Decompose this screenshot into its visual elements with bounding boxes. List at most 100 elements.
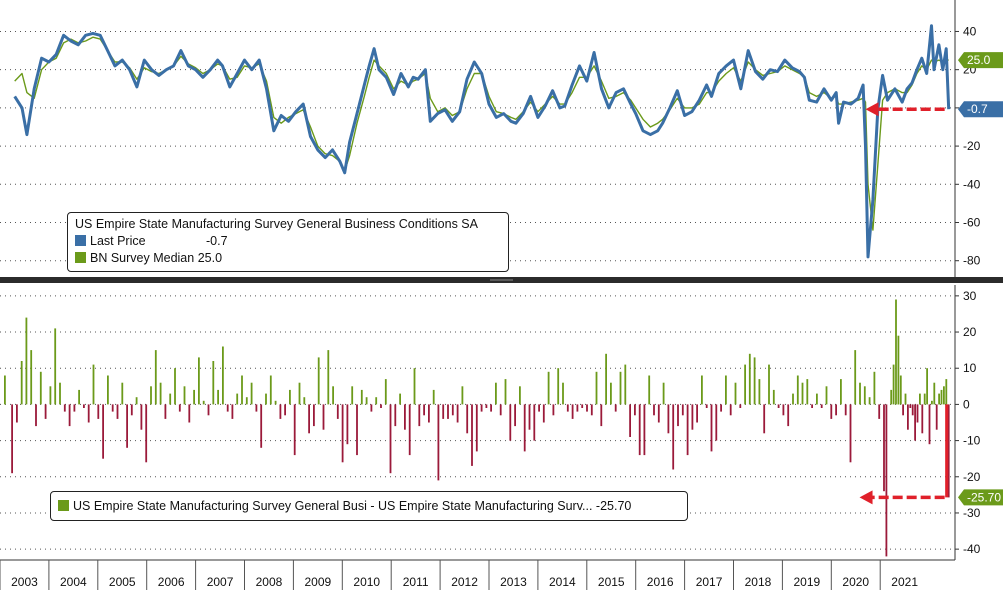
difference-bar <box>519 386 521 405</box>
difference-bar <box>260 404 263 448</box>
difference-bar <box>365 397 368 405</box>
legend-row-last-price: Last Price <box>75 234 146 248</box>
difference-bar <box>16 404 18 423</box>
top-panel-series <box>13 24 951 259</box>
difference-bar <box>20 361 23 405</box>
difference-bar <box>140 404 143 430</box>
difference-bar <box>629 404 631 437</box>
difference-bar <box>705 404 708 408</box>
difference-bar <box>35 404 37 427</box>
difference-bar <box>667 404 670 434</box>
x-tick-label: 2006 <box>158 575 185 589</box>
difference-bar <box>863 386 866 405</box>
x-tick-label: 2015 <box>598 575 625 589</box>
difference-bar <box>456 404 459 423</box>
legend-row-difference: US Empire State Manufacturing Survey Gen… <box>58 499 631 513</box>
difference-bar <box>116 404 119 419</box>
difference-bar <box>226 404 229 412</box>
difference-bar <box>566 404 569 412</box>
annotation-arrows <box>859 102 949 505</box>
x-tick-label: 2005 <box>109 575 136 589</box>
difference-bar <box>715 404 718 441</box>
difference-bar <box>777 404 780 408</box>
x-tick-label: 2021 <box>891 575 918 589</box>
difference-bar <box>806 379 809 405</box>
difference-bar <box>923 393 926 405</box>
difference-bar <box>933 382 936 405</box>
difference-bar <box>657 404 660 423</box>
difference-bar <box>327 350 330 405</box>
difference-bar <box>914 404 916 441</box>
difference-bar <box>614 404 617 412</box>
difference-bar <box>624 364 627 405</box>
difference-bar <box>222 346 224 405</box>
difference-bar <box>514 404 516 427</box>
difference-bar <box>547 371 550 405</box>
difference-bar <box>835 404 837 416</box>
difference-bar <box>899 375 902 405</box>
x-tick-label: 2004 <box>60 575 87 589</box>
difference-bar <box>313 404 315 427</box>
difference-bar <box>662 382 665 405</box>
difference-bar <box>590 404 593 416</box>
difference-bar <box>44 404 47 419</box>
difference-bar <box>159 382 162 405</box>
difference-bar <box>557 368 560 405</box>
difference-bar <box>274 400 277 405</box>
bottom-tick-label: -10 <box>963 434 981 448</box>
difference-bar <box>341 404 344 463</box>
difference-bar <box>480 404 483 412</box>
legend-value-last-price: -0.7 <box>206 234 228 248</box>
difference-bar <box>73 404 76 412</box>
difference-bar <box>298 382 301 405</box>
bottom-panel-grid <box>0 295 955 550</box>
difference-bar <box>404 404 406 430</box>
difference-bar <box>538 404 540 412</box>
difference-bar <box>792 393 794 405</box>
difference-bar <box>916 404 919 423</box>
difference-bar <box>926 368 928 405</box>
difference-bar <box>183 386 186 405</box>
difference-bar <box>883 404 885 492</box>
difference-bar <box>485 404 488 408</box>
difference-bar <box>504 379 507 405</box>
difference-bar <box>293 404 296 456</box>
difference-bar <box>811 404 813 408</box>
difference-bar <box>638 404 641 456</box>
difference-bar <box>25 317 28 405</box>
difference-bar <box>935 404 938 430</box>
x-tick-label: 2011 <box>403 575 429 589</box>
difference-bar <box>943 386 945 405</box>
difference-bar <box>332 386 334 405</box>
difference-bar <box>885 404 888 557</box>
difference-bar <box>236 393 239 405</box>
difference-bar <box>164 404 167 419</box>
difference-bar <box>54 328 57 405</box>
difference-bar <box>672 404 675 470</box>
difference-bar <box>97 404 100 419</box>
bottom-tick-label: 30 <box>963 289 977 303</box>
difference-bar <box>509 404 512 441</box>
difference-bar <box>269 375 272 405</box>
difference-bar <box>533 404 536 441</box>
series-line-survey-median <box>14 36 949 231</box>
difference-bar <box>677 404 679 427</box>
difference-bar <box>911 404 914 416</box>
bottom-tick-label: -20 <box>963 470 981 484</box>
difference-bar <box>145 404 148 463</box>
difference-bar <box>634 404 636 416</box>
difference-bar <box>475 404 478 452</box>
difference-bar <box>245 397 248 405</box>
legend-row-survey-median: BN Survey Median 25.0 <box>75 251 222 265</box>
difference-bar <box>868 397 871 405</box>
difference-bar <box>87 404 90 423</box>
difference-bar <box>150 386 152 405</box>
difference-bar <box>308 404 310 434</box>
difference-bar <box>895 299 897 405</box>
difference-bar <box>317 357 320 405</box>
difference-bar <box>399 393 401 405</box>
difference-bar <box>907 404 909 430</box>
difference-bar <box>562 382 564 405</box>
difference-bar <box>303 397 306 405</box>
difference-bar <box>782 404 785 416</box>
